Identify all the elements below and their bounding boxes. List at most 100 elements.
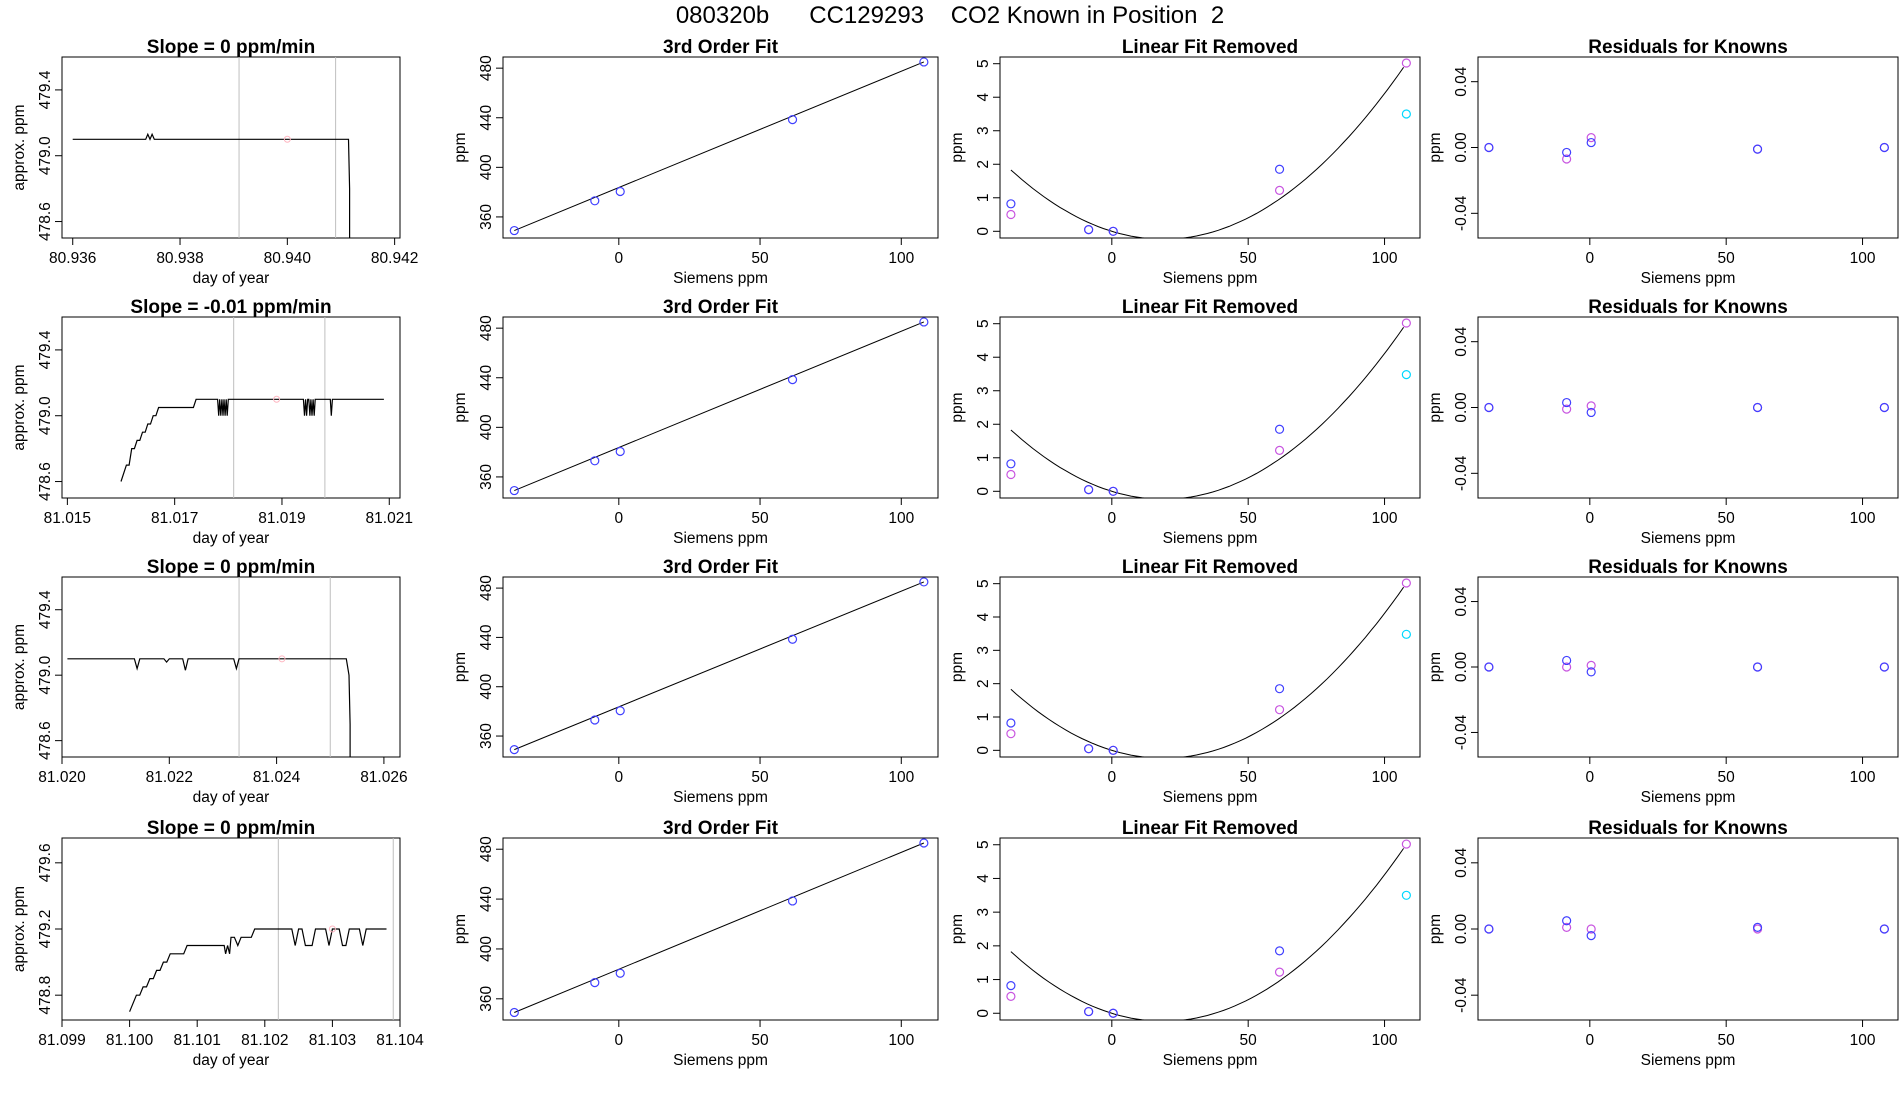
residual-point-blue <box>1562 147 1572 158</box>
quadratic-curve <box>1010 327 1405 498</box>
y-axis-label: ppm <box>1427 132 1444 162</box>
y-axis-label: ppm <box>452 914 469 944</box>
x-tick-label: 50 <box>1718 250 1736 267</box>
y-tick-label: 3 <box>975 908 992 917</box>
data-point-violet <box>1401 58 1411 68</box>
residual-point-violet <box>1562 154 1572 164</box>
x-tick-label: 81.024 <box>253 769 301 786</box>
x-tick-label: 0 <box>1586 250 1595 267</box>
y-tick-label: 479.0 <box>37 136 54 175</box>
y-tick-label: 480 <box>478 836 495 862</box>
plot-area <box>1006 839 1411 1020</box>
y-tick-label: -0.04 <box>1453 455 1470 491</box>
y-tick-label: 440 <box>478 364 495 390</box>
y-tick-label: 0 <box>975 746 992 755</box>
x-tick-label: 0 <box>1108 1032 1117 1049</box>
residual-point-blue <box>1752 144 1763 154</box>
y-tick-label: 0.00 <box>1453 914 1470 945</box>
panel-timeseries-row-1 <box>55 56 401 245</box>
x-tick-label: 81.017 <box>151 510 198 527</box>
y-tick-label: 0.04 <box>1453 326 1470 357</box>
residual-point-violet <box>1562 662 1572 672</box>
data-point-blue <box>1084 485 1094 495</box>
plot-area <box>67 577 351 757</box>
y-axis-label: ppm <box>949 132 966 162</box>
panel-linfit-row-2 <box>993 316 1421 505</box>
y-tick-label: -0.04 <box>1453 195 1470 231</box>
panel-resid-row-4 <box>1471 837 1899 1027</box>
y-axis-label: approx. ppm <box>11 886 28 972</box>
y-tick-label: 479.0 <box>37 655 54 694</box>
y-tick-label: -0.04 <box>1453 977 1470 1013</box>
data-point-blue <box>1006 718 1016 728</box>
y-axis-label: approx. ppm <box>11 364 28 450</box>
y-tick-label: 480 <box>478 315 495 341</box>
x-axis-label: day of year <box>193 270 270 287</box>
data-point <box>615 706 625 716</box>
plot-frame <box>61 316 401 499</box>
data-point <box>919 577 929 587</box>
y-tick-label: 479.0 <box>37 396 54 435</box>
y-tick-label: 5 <box>975 59 992 68</box>
x-axis-label: Siemens ppm <box>1163 270 1258 287</box>
data-point-blue <box>1084 1006 1094 1017</box>
x-tick-label: 100 <box>1372 769 1398 786</box>
x-tick-label: 50 <box>1240 250 1258 267</box>
y-tick-label: 479.2 <box>37 910 54 949</box>
plot-area <box>1484 397 1889 418</box>
y-tick-label: 480 <box>478 55 495 81</box>
plot-area <box>509 838 929 1018</box>
panel-linfit-row-1 <box>993 56 1421 245</box>
mean-marker <box>283 135 291 143</box>
data-point-violet <box>1401 318 1411 328</box>
y-tick-label: 479.4 <box>37 330 54 369</box>
x-tick-label: 100 <box>888 510 914 527</box>
y-axis-label: ppm <box>452 392 469 422</box>
y-tick-label: 3 <box>975 386 992 395</box>
x-axis-label: Siemens ppm <box>673 270 768 287</box>
residual-point-blue <box>1586 667 1596 677</box>
x-tick-label: 0 <box>1586 510 1595 527</box>
data-point-violet <box>1274 705 1285 715</box>
y-tick-label: 479.4 <box>37 590 54 629</box>
data-point-blue <box>1274 946 1285 956</box>
y-axis-label: ppm <box>949 652 966 682</box>
data-point-blue <box>1274 424 1285 434</box>
panel-title: Linear Fit Removed <box>1122 818 1298 839</box>
data-point <box>590 196 600 206</box>
x-tick-label: 100 <box>888 769 914 786</box>
x-tick-label: 100 <box>888 250 914 267</box>
x-axis-label: Siemens ppm <box>1163 1052 1258 1069</box>
plot-area <box>1484 916 1889 941</box>
panel-resid-row-3 <box>1471 576 1899 764</box>
y-tick-label: 1 <box>975 453 992 462</box>
x-tick-label: 0 <box>614 769 623 786</box>
y-axis-label: ppm <box>949 914 966 944</box>
plot-area <box>1484 133 1889 164</box>
panel-title: Slope = -0.01 ppm/min <box>130 297 331 318</box>
x-tick-label: 80.942 <box>371 250 418 267</box>
data-point-violet <box>1274 185 1285 196</box>
y-tick-label: -0.04 <box>1453 714 1470 750</box>
data-point-violet <box>1006 729 1016 739</box>
panel-title: Linear Fit Removed <box>1122 297 1298 318</box>
y-tick-label: 2 <box>975 160 992 169</box>
data-point-blue <box>1274 684 1285 694</box>
y-tick-label: 400 <box>478 414 495 440</box>
data-point <box>509 1007 519 1018</box>
residual-point-blue <box>1879 142 1889 153</box>
y-tick-label: 4 <box>975 353 992 362</box>
data-point-blue <box>1108 1008 1118 1018</box>
panel-title: Residuals for Knowns <box>1588 297 1788 318</box>
y-tick-label: 2 <box>975 420 992 429</box>
x-tick-label: 0 <box>1108 769 1117 786</box>
y-tick-label: 2 <box>975 942 992 951</box>
plot-frame <box>1477 576 1899 758</box>
data-point <box>509 485 519 496</box>
residual-point-blue <box>1752 922 1763 932</box>
data-point <box>590 456 600 466</box>
data-point-violet <box>1401 839 1411 849</box>
data-point-violet <box>1006 469 1016 480</box>
residual-point-blue <box>1879 402 1889 413</box>
